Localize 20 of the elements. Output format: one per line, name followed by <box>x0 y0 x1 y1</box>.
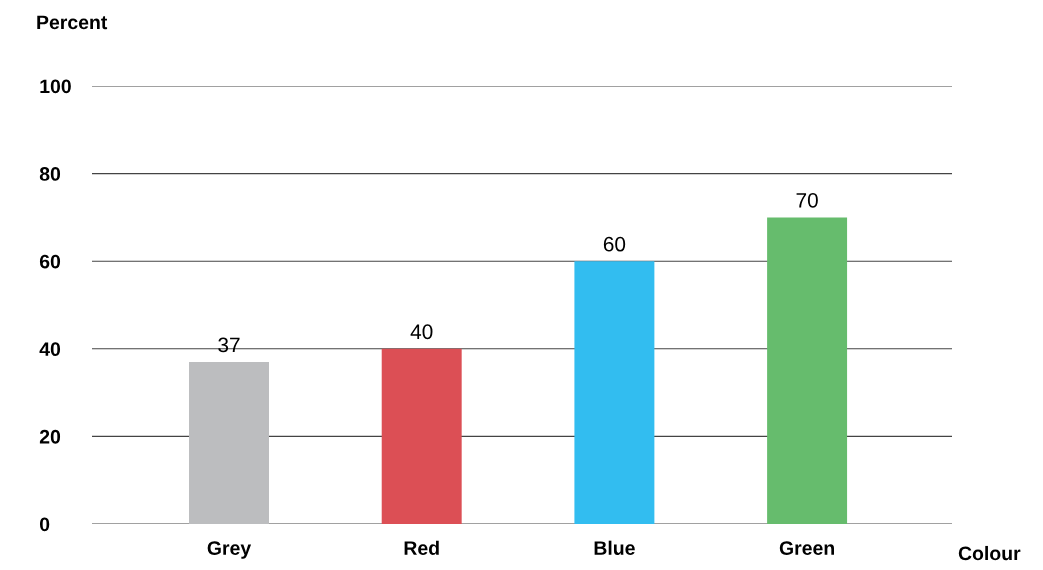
y-tick-label: 100 <box>40 79 71 94</box>
x-tick-label: Green <box>779 541 834 555</box>
x-tick-label: Red <box>404 540 439 555</box>
bar <box>189 361 269 524</box>
x-tick-label: Grey <box>207 541 252 559</box>
y-tick-label: 40 <box>39 342 61 357</box>
y-tick-label: 20 <box>39 429 61 444</box>
data-label: 60 <box>603 236 626 252</box>
y-tick-label: 60 <box>39 254 61 269</box>
data-label: 70 <box>796 192 818 208</box>
bar <box>381 348 462 524</box>
y-tick-label: 0 <box>39 517 50 532</box>
bar <box>767 217 848 524</box>
y-tick-label: 80 <box>39 167 61 181</box>
bar <box>574 261 655 524</box>
y-axis-title: Percent <box>37 15 108 30</box>
data-label: 40 <box>410 324 433 340</box>
x-axis-title: Colour <box>958 545 1021 561</box>
x-tick-label: Blue <box>594 540 635 555</box>
data-label: 37 <box>218 337 240 353</box>
